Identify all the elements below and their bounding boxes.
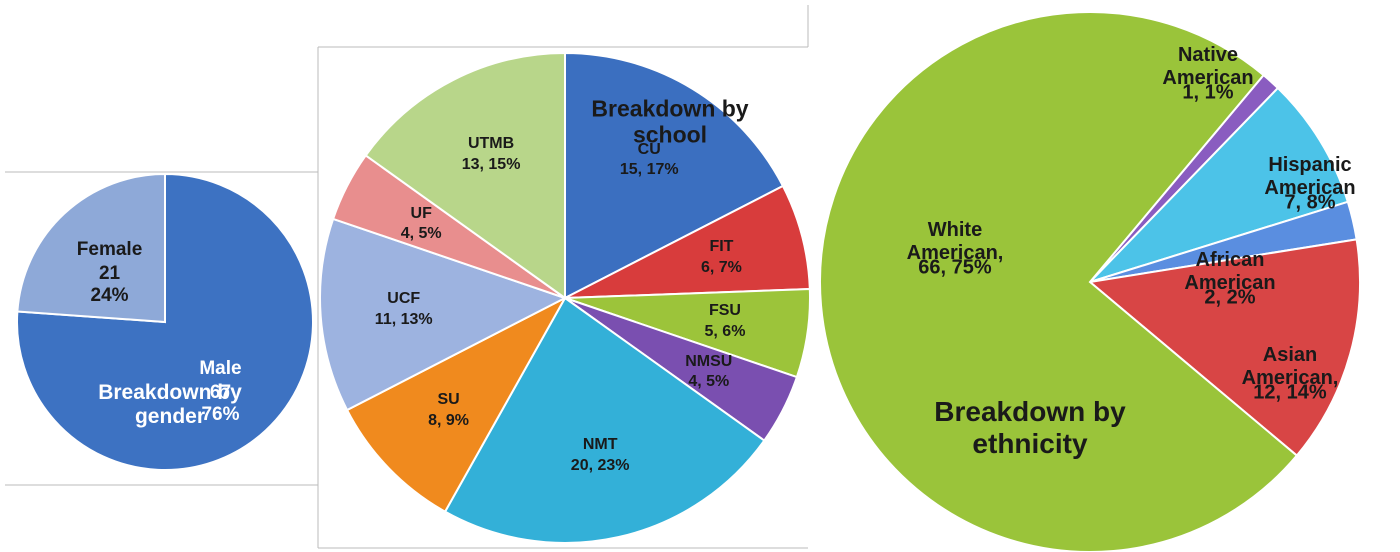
chart-title: Breakdown by ethnicity bbox=[934, 395, 1126, 459]
slice-value-label: 7, 8% bbox=[1284, 191, 1336, 214]
slice-value-label: 12, 14% bbox=[1253, 381, 1327, 404]
pie-slice bbox=[16, 172, 166, 324]
slice-value-label: 20, 23% bbox=[570, 457, 630, 475]
slice-category: UCF bbox=[387, 290, 421, 308]
pie-slice bbox=[345, 295, 568, 514]
pie-slice bbox=[443, 296, 766, 544]
slice-category: CU bbox=[637, 140, 661, 158]
slice-category: Female bbox=[76, 239, 143, 261]
slice-category: UF bbox=[410, 204, 432, 222]
pie-slice bbox=[564, 51, 785, 300]
slice-category: FSU bbox=[708, 301, 741, 319]
slice-value-label: 13, 15% bbox=[461, 155, 521, 173]
slice-category: Asian American, bbox=[1241, 344, 1339, 389]
pie-slice bbox=[819, 11, 1299, 552]
slice-value-label: 11, 13% bbox=[374, 311, 433, 329]
slice-value-label: 21 24% bbox=[90, 263, 129, 307]
pie-slice bbox=[364, 51, 566, 300]
slice-value-label: 4, 5% bbox=[688, 373, 730, 391]
slice-category: NMSU bbox=[685, 352, 733, 370]
slice-category: FIT bbox=[709, 237, 734, 255]
slice-category: Native American bbox=[1162, 44, 1254, 89]
slice-value-label: 8, 9% bbox=[428, 411, 470, 429]
slice-category: African American bbox=[1184, 249, 1276, 294]
slice-value-label: 15, 17% bbox=[619, 161, 679, 179]
chart-title: Breakdown by gender bbox=[98, 380, 242, 428]
pie-slice bbox=[319, 217, 568, 412]
pie-slice bbox=[1089, 86, 1350, 283]
pie-slice bbox=[564, 184, 811, 299]
slice-category: UTMB bbox=[467, 134, 515, 152]
slice-value-label: 67 76% bbox=[201, 382, 240, 426]
chart-title: Breakdown by school bbox=[591, 95, 749, 148]
pie-slice bbox=[1087, 238, 1361, 457]
slice-value-label: 4, 5% bbox=[400, 225, 442, 243]
slice-value-label: 5, 6% bbox=[704, 322, 746, 340]
slice-value-label: 6, 7% bbox=[700, 258, 742, 276]
slice-category: Male bbox=[199, 358, 242, 380]
slice-category: NMT bbox=[582, 436, 618, 454]
slice-value-label: 2, 2% bbox=[1204, 286, 1256, 309]
slice-category: SU bbox=[437, 390, 460, 408]
slice-value-label: 1, 1% bbox=[1182, 81, 1234, 104]
slice-category: Hispanic American bbox=[1264, 154, 1356, 199]
slice-category: White American, bbox=[906, 219, 1004, 264]
slice-value-label: 66, 75% bbox=[918, 256, 992, 279]
